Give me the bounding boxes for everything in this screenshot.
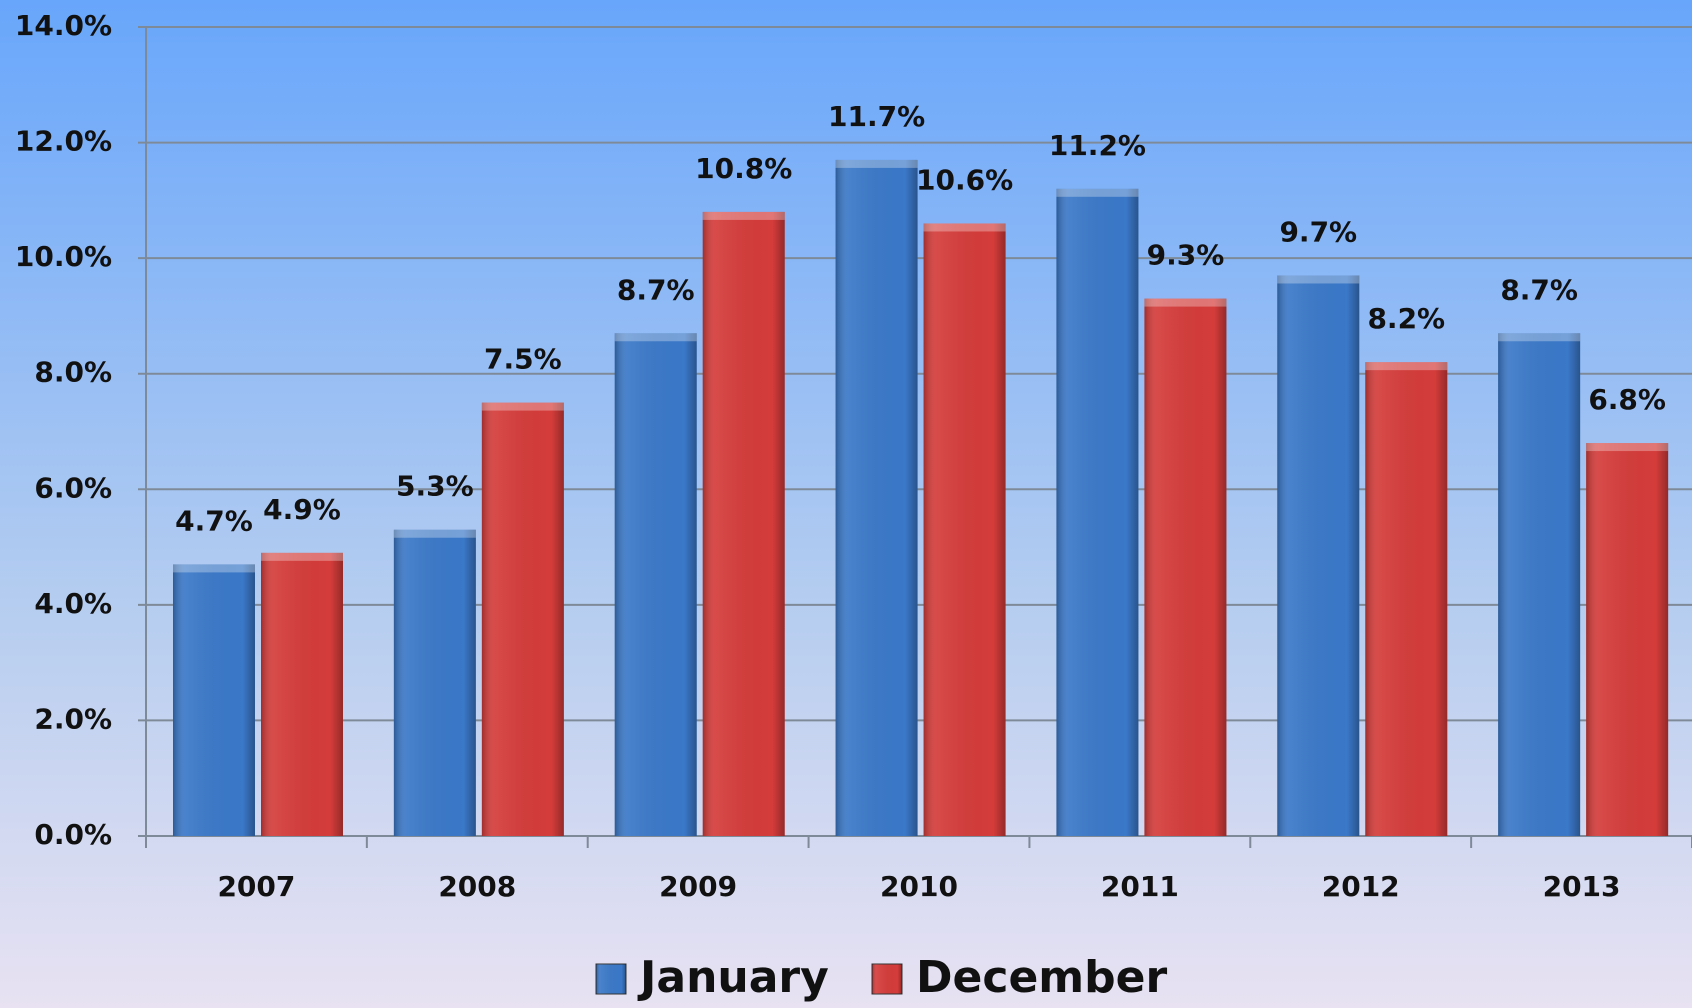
y-tick-label: 2.0% <box>34 702 112 735</box>
bar-cap <box>1144 298 1227 307</box>
bar-cap <box>1365 362 1448 371</box>
y-tick-label: 10.0% <box>15 240 112 273</box>
data-label: 8.2% <box>1367 302 1445 335</box>
bar-cap <box>702 211 785 220</box>
data-label: 4.9% <box>263 493 341 526</box>
bar-cap <box>614 333 697 342</box>
bar-shade <box>481 402 564 836</box>
bar-cap <box>173 564 255 573</box>
data-label: 11.2% <box>1049 129 1146 162</box>
bar-shade <box>835 159 918 836</box>
bar-cap <box>835 159 918 168</box>
bar-cap <box>481 402 564 411</box>
y-tick-label: 12.0% <box>15 125 112 158</box>
data-label: 8.7% <box>617 273 695 306</box>
legend-label: January <box>637 952 829 1003</box>
x-tick-label: 2009 <box>659 870 737 903</box>
bar-cap <box>1498 333 1581 342</box>
x-tick-label: 2008 <box>438 870 516 903</box>
bar-shade <box>1056 188 1139 837</box>
y-tick-label: 14.0% <box>15 9 112 42</box>
bar-shade <box>173 564 255 836</box>
data-label: 9.3% <box>1147 239 1225 272</box>
x-tick-label: 2013 <box>1543 870 1621 903</box>
data-label: 7.5% <box>484 343 562 376</box>
bar-cap <box>261 552 343 561</box>
bar-shade <box>702 211 785 836</box>
bar-cap <box>923 223 1006 232</box>
x-tick-label: 2007 <box>217 870 295 903</box>
bar-cap <box>393 529 476 538</box>
bar-cap <box>1056 188 1139 197</box>
data-label: 10.6% <box>916 163 1013 196</box>
data-label: 5.3% <box>396 470 474 503</box>
x-tick-label: 2010 <box>880 870 958 903</box>
bar-cap <box>1277 275 1360 284</box>
y-tick-label: 4.0% <box>34 587 112 620</box>
data-label: 4.7% <box>175 504 253 537</box>
bar-shade <box>1365 362 1448 836</box>
bar-shade <box>393 529 476 836</box>
legend-swatch-shade <box>872 964 902 994</box>
bar-shade <box>614 333 697 836</box>
bar-shade <box>261 552 343 836</box>
data-label: 6.8% <box>1588 383 1666 416</box>
legend-swatch-shade <box>596 964 626 994</box>
data-label: 10.8% <box>695 152 792 185</box>
bar-shade <box>1277 275 1360 836</box>
x-tick-label: 2011 <box>1101 870 1179 903</box>
bar-cap <box>1586 443 1669 452</box>
data-label: 9.7% <box>1279 215 1357 248</box>
data-label: 11.7% <box>828 100 925 133</box>
data-label: 8.7% <box>1500 273 1578 306</box>
y-tick-label: 6.0% <box>34 471 112 504</box>
bar-shade <box>1498 333 1581 836</box>
legend-label: December <box>916 952 1167 1003</box>
bar-shade <box>923 223 1006 836</box>
x-tick-label: 2012 <box>1322 870 1400 903</box>
y-tick-label: 8.0% <box>34 356 112 389</box>
y-tick-label: 0.0% <box>34 818 112 851</box>
bar-shade <box>1144 298 1227 836</box>
bar-shade <box>1586 443 1669 836</box>
